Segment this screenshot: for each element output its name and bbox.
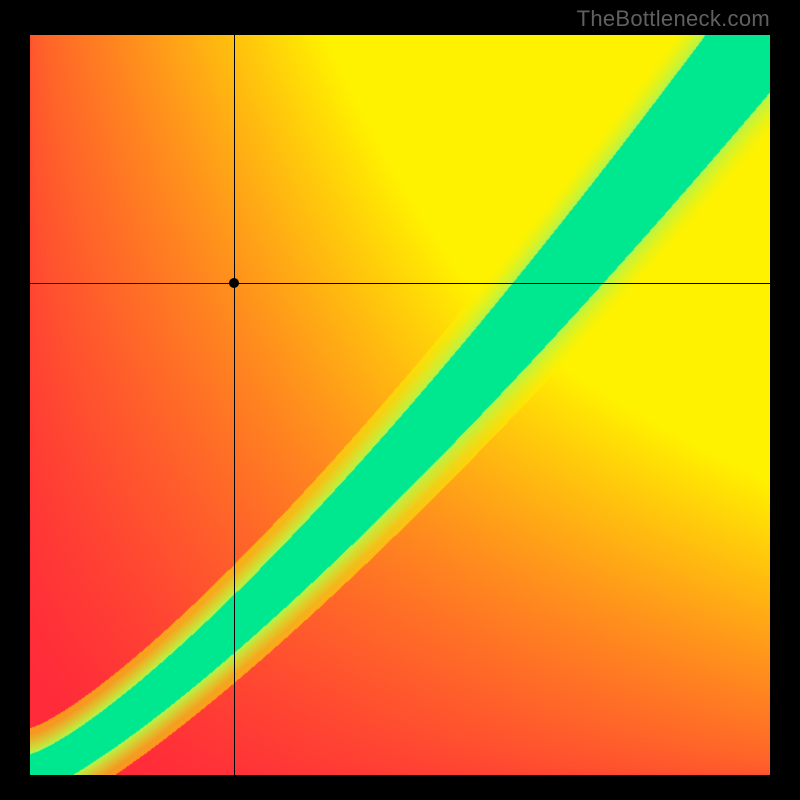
data-point: [229, 278, 239, 288]
heatmap-plot: [30, 35, 770, 775]
watermark-text: TheBottleneck.com: [577, 6, 770, 32]
heatmap-canvas: [30, 35, 770, 775]
crosshair-horizontal: [30, 283, 770, 284]
crosshair-vertical: [234, 35, 235, 775]
